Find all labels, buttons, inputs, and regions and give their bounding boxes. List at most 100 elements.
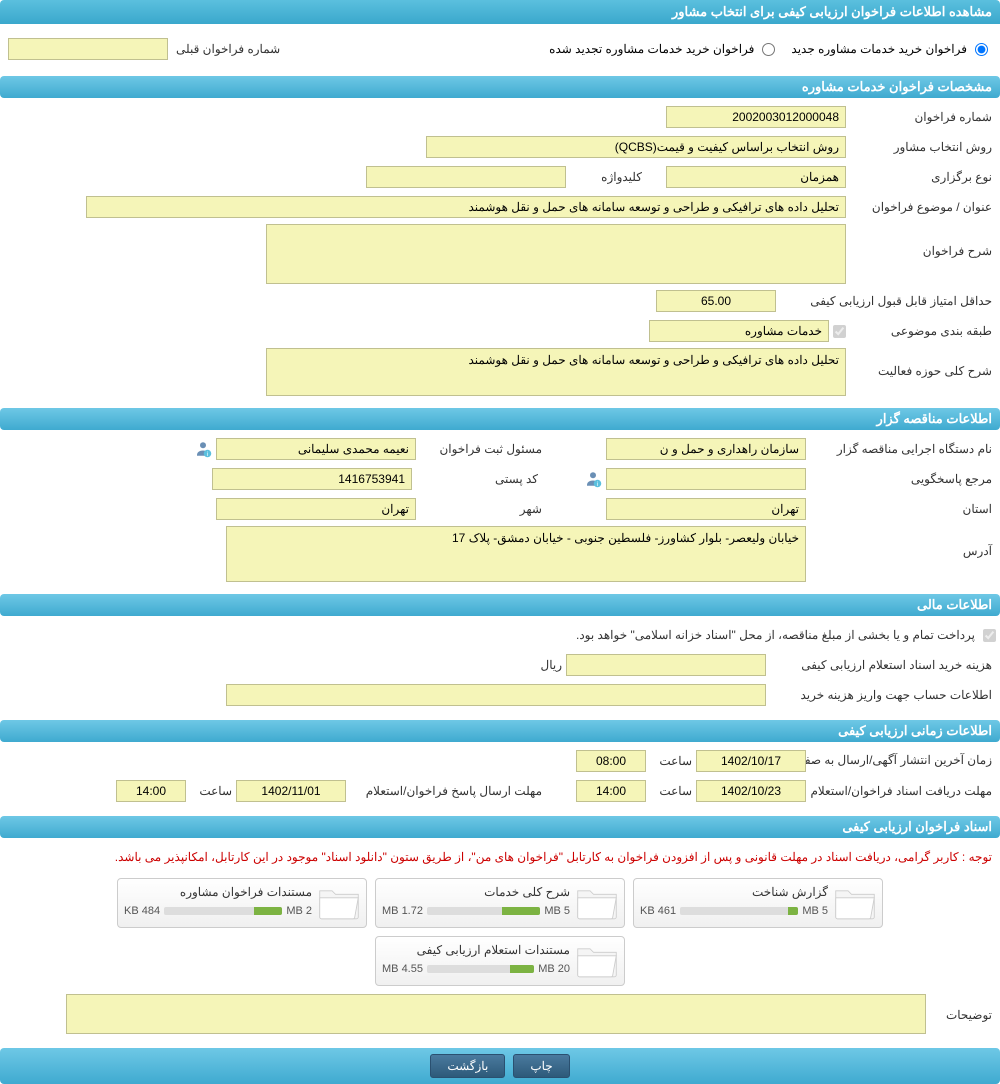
doc-progress-bar <box>164 907 282 915</box>
doc-title: شرح کلی خدمات <box>382 885 570 899</box>
doc-used: 484 KB <box>124 905 160 917</box>
doc-title: گزارش شناخت <box>640 885 828 899</box>
resp-label: مرجع پاسخگویی <box>806 472 996 486</box>
type-new-radio[interactable]: فراخوان خرید خدمات مشاوره جدید <box>791 42 992 56</box>
doc-card[interactable]: مستندات فراخوان مشاوره 2 MB 484 KB <box>117 878 367 928</box>
key-field <box>366 166 566 188</box>
back-button[interactable]: بازگشت <box>430 1054 505 1078</box>
addr-label: آدرس <box>806 526 996 558</box>
type-renew-radio-input[interactable] <box>762 43 775 56</box>
sec1-header: مشخصات فراخوان خدمات مشاوره <box>0 76 1000 98</box>
svg-text:i: i <box>597 482 598 488</box>
resp-time-field: 14:00 <box>116 780 186 802</box>
desc-field <box>266 224 846 284</box>
desc-label: شرح فراخوان <box>846 224 996 258</box>
prev-num-label: شماره فراخوان قبلی <box>172 42 284 56</box>
type-new-label: فراخوان خرید خدمات مشاوره جدید <box>791 42 967 56</box>
person-icon: i <box>194 440 212 458</box>
resp-date-label: مهلت ارسال پاسخ فراخوان/استعلام <box>346 784 546 798</box>
resp-date-field: 1402/11/01 <box>236 780 346 802</box>
print-button[interactable]: چاپ <box>513 1054 569 1078</box>
sec3-header: اطلاعات مالی <box>0 594 1000 616</box>
cost-label: هزینه خرید اسناد استعلام ارزیابی کیفی <box>766 658 996 672</box>
rec-time-field: 14:00 <box>576 780 646 802</box>
rec-time-label: ساعت <box>646 784 696 798</box>
activity-label: شرح کلی حوزه فعالیت <box>846 348 996 378</box>
type-new-radio-input[interactable] <box>975 43 988 56</box>
activity-field: تحلیل داده های ترافیکی و طراحی و توسعه س… <box>266 348 846 396</box>
doc-title: مستندات استعلام ارزیابی کیفی <box>382 943 570 957</box>
svg-text:i: i <box>207 452 208 458</box>
pay-note: پرداخت تمام و یا بخشی از مبلغ مناقصه، از… <box>572 628 979 642</box>
sec2-header: اطلاعات مناقصه گزار <box>0 408 1000 430</box>
minscore-label: حداقل امتیاز قابل قبول ارزیابی کیفی <box>776 294 996 308</box>
person-icon: i <box>584 470 602 488</box>
doc-used: 1.72 MB <box>382 905 423 917</box>
reg-field: نعیمه محمدی سلیمانی <box>216 438 416 460</box>
notes-label: توضیحات <box>926 994 996 1022</box>
doc-total: 20 MB <box>538 963 570 975</box>
resp-field <box>606 468 806 490</box>
reg-label: مسئول ثبت فراخوان <box>416 442 546 456</box>
sec5-header: اسناد فراخوان ارزیابی کیفی <box>0 816 1000 838</box>
type-renew-label: فراخوان خرید خدمات مشاوره تجدید شده <box>549 42 754 56</box>
minscore-field: 65.00 <box>656 290 776 312</box>
hold-label: نوع برگزاری <box>846 170 996 184</box>
subject-label: عنوان / موضوع فراخوان <box>846 200 996 214</box>
doc-title: مستندات فراخوان مشاوره <box>124 885 312 899</box>
org-field: سازمان راهداری و حمل و ن <box>606 438 806 460</box>
rec-label: مهلت دریافت اسناد فراخوان/استعلام <box>806 784 996 798</box>
folder-icon <box>834 885 876 921</box>
acc-field <box>226 684 766 706</box>
city-field: تهران <box>216 498 416 520</box>
notes-field <box>66 994 926 1034</box>
doc-card[interactable]: گزارش شناخت 5 MB 461 KB <box>633 878 883 928</box>
docs-grid: گزارش شناخت 5 MB 461 KB شرح کلی خدمات 5 MB 1.… <box>4 870 996 994</box>
acc-label: اطلاعات حساب جهت واریز هزینه خرید <box>766 688 996 702</box>
pub-date-field: 1402/10/17 <box>696 750 806 772</box>
doc-progress-bar <box>680 907 798 915</box>
resp-time-label: ساعت <box>186 784 236 798</box>
doc-total: 5 MB <box>802 905 828 917</box>
cat-label: طبقه بندی موضوعی <box>846 324 996 338</box>
cost-unit: ریال <box>536 658 566 672</box>
prev-num-field <box>8 38 168 60</box>
doc-progress-bar <box>427 965 534 973</box>
folder-icon <box>576 943 618 979</box>
pub-label: زمان آخرین انتشار آگهی/ارسال به صفحه اعل… <box>806 753 996 769</box>
doc-total: 5 MB <box>544 905 570 917</box>
hold-field: همزمان <box>666 166 846 188</box>
province-label: استان <box>806 502 996 516</box>
method-field: روش انتخاب براساس کیفیت و قیمت(QCBS) <box>426 136 846 158</box>
pub-time-field: 08:00 <box>576 750 646 772</box>
cat-field: خدمات مشاوره <box>649 320 829 342</box>
doc-used: 461 KB <box>640 905 676 917</box>
doc-card[interactable]: مستندات استعلام ارزیابی کیفی 20 MB 4.55 MB <box>375 936 625 986</box>
cat-checkbox <box>833 325 846 338</box>
doc-total: 2 MB <box>286 905 312 917</box>
addr-field: خیابان ولیعصر- بلوار کشاورز- فلسطین جنوب… <box>226 526 806 582</box>
num-field: 2002003012000048 <box>666 106 846 128</box>
method-label: روش انتخاب مشاور <box>846 140 996 154</box>
doc-used: 4.55 MB <box>382 963 423 975</box>
city-label: شهر <box>416 502 546 516</box>
org-label: نام دستگاه اجرایی مناقصه گزار <box>806 442 996 456</box>
pub-time-label: ساعت <box>646 754 696 768</box>
folder-icon <box>318 885 360 921</box>
docs-notice: توجه : کاربر گرامی، دریافت اسناد در مهلت… <box>4 844 996 870</box>
type-renew-radio[interactable]: فراخوان خرید خدمات مشاوره تجدید شده <box>549 42 779 56</box>
doc-card[interactable]: شرح کلی خدمات 5 MB 1.72 MB <box>375 878 625 928</box>
num-label: شماره فراخوان <box>846 110 996 124</box>
rec-date-field: 1402/10/23 <box>696 780 806 802</box>
key-label: کلیدواژه <box>566 170 646 184</box>
subject-field: تحلیل داده های ترافیکی و طراحی و توسعه س… <box>86 196 846 218</box>
postal-field: 1416753941 <box>212 468 412 490</box>
postal-label: کد پستی <box>412 472 542 486</box>
cost-field <box>566 654 766 676</box>
province-field: تهران <box>606 498 806 520</box>
doc-progress-bar <box>427 907 540 915</box>
sec4-header: اطلاعات زمانی ارزیابی کیفی <box>0 720 1000 742</box>
pay-checkbox <box>983 629 996 642</box>
folder-icon <box>576 885 618 921</box>
page-title: مشاهده اطلاعات فراخوان ارزیابی کیفی برای… <box>0 0 1000 24</box>
